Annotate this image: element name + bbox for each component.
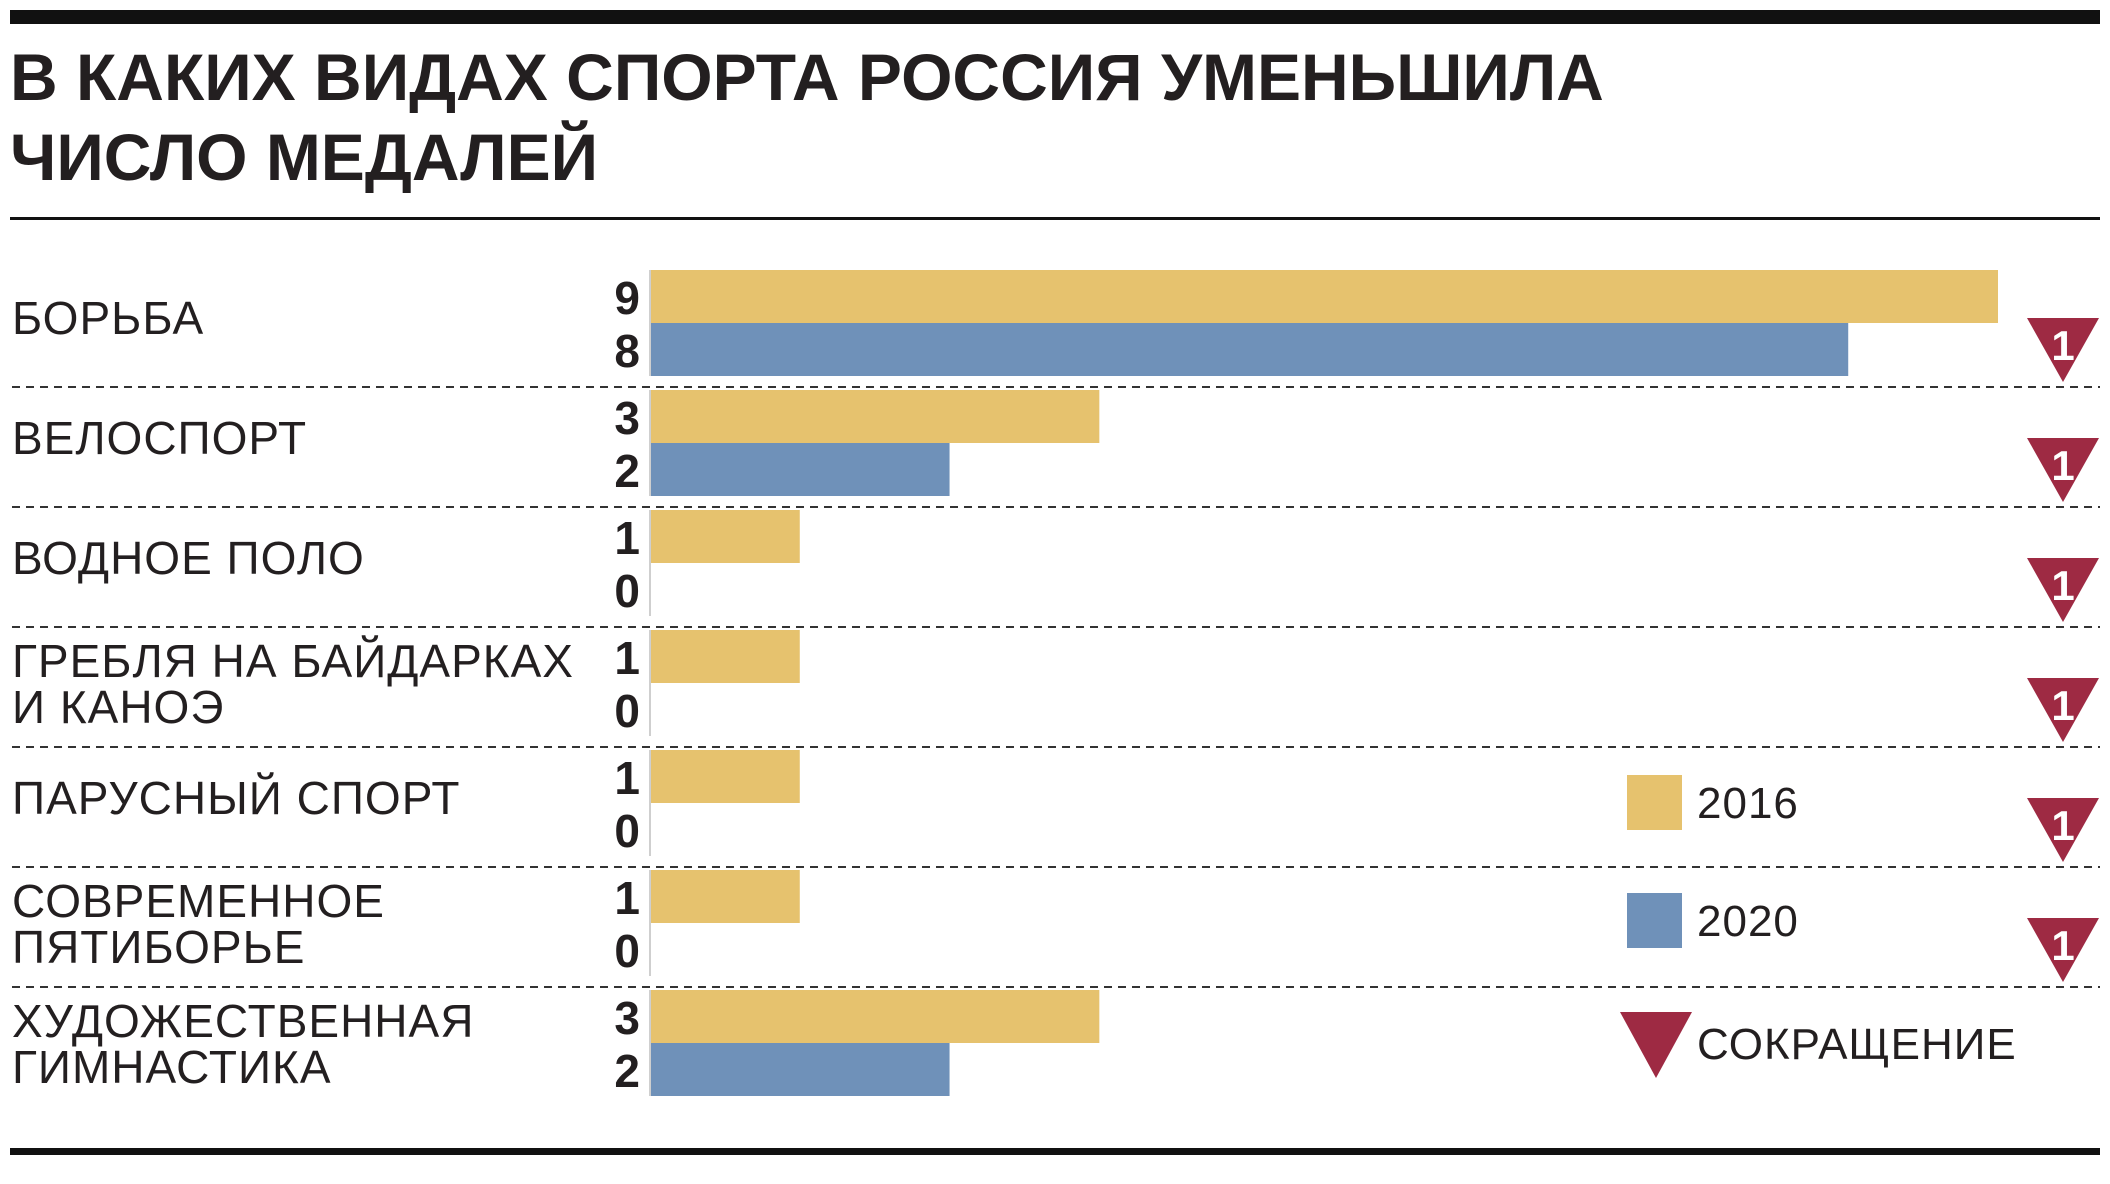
- category-label: ГРЕБЛЯ НА БАЙДАРКАХ: [12, 635, 574, 687]
- decrease-marker: [2027, 798, 2099, 862]
- decrease-value: 1: [2051, 442, 2074, 489]
- bar-2016: [650, 750, 800, 803]
- bar-2016: [650, 870, 800, 923]
- legend-decrease-label: СОКРАЩЕНИЕ: [1697, 1020, 2017, 1069]
- chart-title-line-1: В КАКИХ ВИДАХ СПОРТА РОССИЯ УМЕНЬШИЛА: [10, 40, 1604, 114]
- category-label: И КАНОЭ: [12, 681, 224, 733]
- decrease-marker: [2027, 438, 2099, 502]
- bar-2020: [650, 1043, 950, 1096]
- value-label-2016: 1: [614, 632, 640, 684]
- value-label-2020: 0: [614, 805, 640, 857]
- legend: 2016 2020 СОКРАЩЕНИЕ: [1620, 775, 2017, 1078]
- decrease-value: 1: [2051, 802, 2074, 849]
- decrease-marker: [2027, 558, 2099, 622]
- category-label: БОРЬБА: [12, 292, 204, 344]
- legend-decrease-icon: [1620, 1012, 1692, 1078]
- decrease-marker: [2027, 918, 2099, 982]
- decrease-value: 1: [2051, 682, 2074, 729]
- legend-label-2020: 2020: [1697, 897, 1799, 946]
- value-label-2020: 0: [614, 925, 640, 977]
- title-rule: [10, 217, 2100, 220]
- bar-2020: [650, 323, 1849, 376]
- decrease-marker: [2027, 318, 2099, 382]
- value-label-2016: 9: [614, 272, 640, 324]
- category-label: ГИМНАСТИКА: [12, 1041, 332, 1093]
- category-label: ХУДОЖЕСТВЕННАЯ: [12, 995, 474, 1047]
- value-label-2020: 0: [614, 565, 640, 617]
- value-label-2016: 1: [614, 512, 640, 564]
- value-label-2016: 1: [614, 872, 640, 924]
- value-label-2020: 8: [614, 325, 640, 377]
- legend-label-2016: 2016: [1697, 779, 1799, 828]
- category-label: СОВРЕМЕННОЕ: [12, 875, 385, 927]
- value-label-2016: 3: [614, 992, 640, 1044]
- top-rule: [10, 10, 2100, 24]
- category-label: ВЕЛОСПОРТ: [12, 412, 307, 464]
- value-label-2016: 1: [614, 752, 640, 804]
- value-label-2020: 2: [614, 1045, 640, 1097]
- category-label: ВОДНОЕ ПОЛО: [12, 532, 365, 584]
- value-label-2016: 3: [614, 392, 640, 444]
- bar-2016: [650, 390, 1100, 443]
- bar-2020: [650, 443, 950, 496]
- legend-swatch-2020: [1627, 893, 1682, 948]
- bottom-rule: [10, 1148, 2100, 1155]
- bar-2016: [650, 270, 1998, 323]
- decrease-value: 1: [2051, 322, 2074, 369]
- decrease-marker: [2027, 678, 2099, 742]
- category-label: ПАРУСНЫЙ СПОРТ: [12, 772, 460, 824]
- decrease-value: 1: [2051, 922, 2074, 969]
- value-label-2020: 0: [614, 685, 640, 737]
- bar-2016: [650, 630, 800, 683]
- legend-swatch-2016: [1627, 775, 1682, 830]
- decrease-value: 1: [2051, 562, 2074, 609]
- bar-2016: [650, 510, 800, 563]
- chart-title-line-2: ЧИСЛО МЕДАЛЕЙ: [10, 119, 598, 194]
- value-label-2020: 2: [614, 445, 640, 497]
- category-label: ПЯТИБОРЬЕ: [12, 921, 305, 973]
- bar-2016: [650, 990, 1100, 1043]
